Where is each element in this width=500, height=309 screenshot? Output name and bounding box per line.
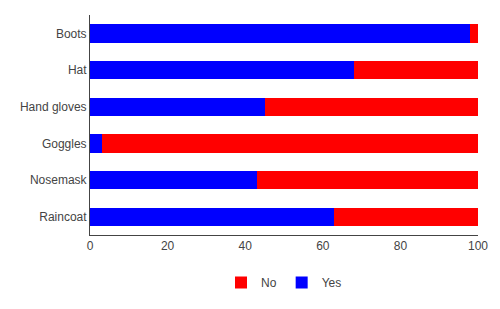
svg-text:Boots: Boots [56,27,87,41]
svg-text:80: 80 [394,239,408,253]
svg-text:Hat: Hat [68,63,87,77]
svg-text:0: 0 [87,239,94,253]
svg-text:Yes: Yes [322,276,342,290]
svg-text:No: No [261,276,277,290]
svg-text:Raincoat: Raincoat [39,210,87,224]
svg-text:Hand gloves: Hand gloves [20,100,87,114]
svg-text:Goggles: Goggles [42,137,87,151]
svg-text:Nosemask: Nosemask [30,173,88,187]
svg-text:100: 100 [468,239,488,253]
svg-text:40: 40 [239,239,253,253]
svg-text:20: 20 [161,239,175,253]
svg-text:60: 60 [316,239,330,253]
